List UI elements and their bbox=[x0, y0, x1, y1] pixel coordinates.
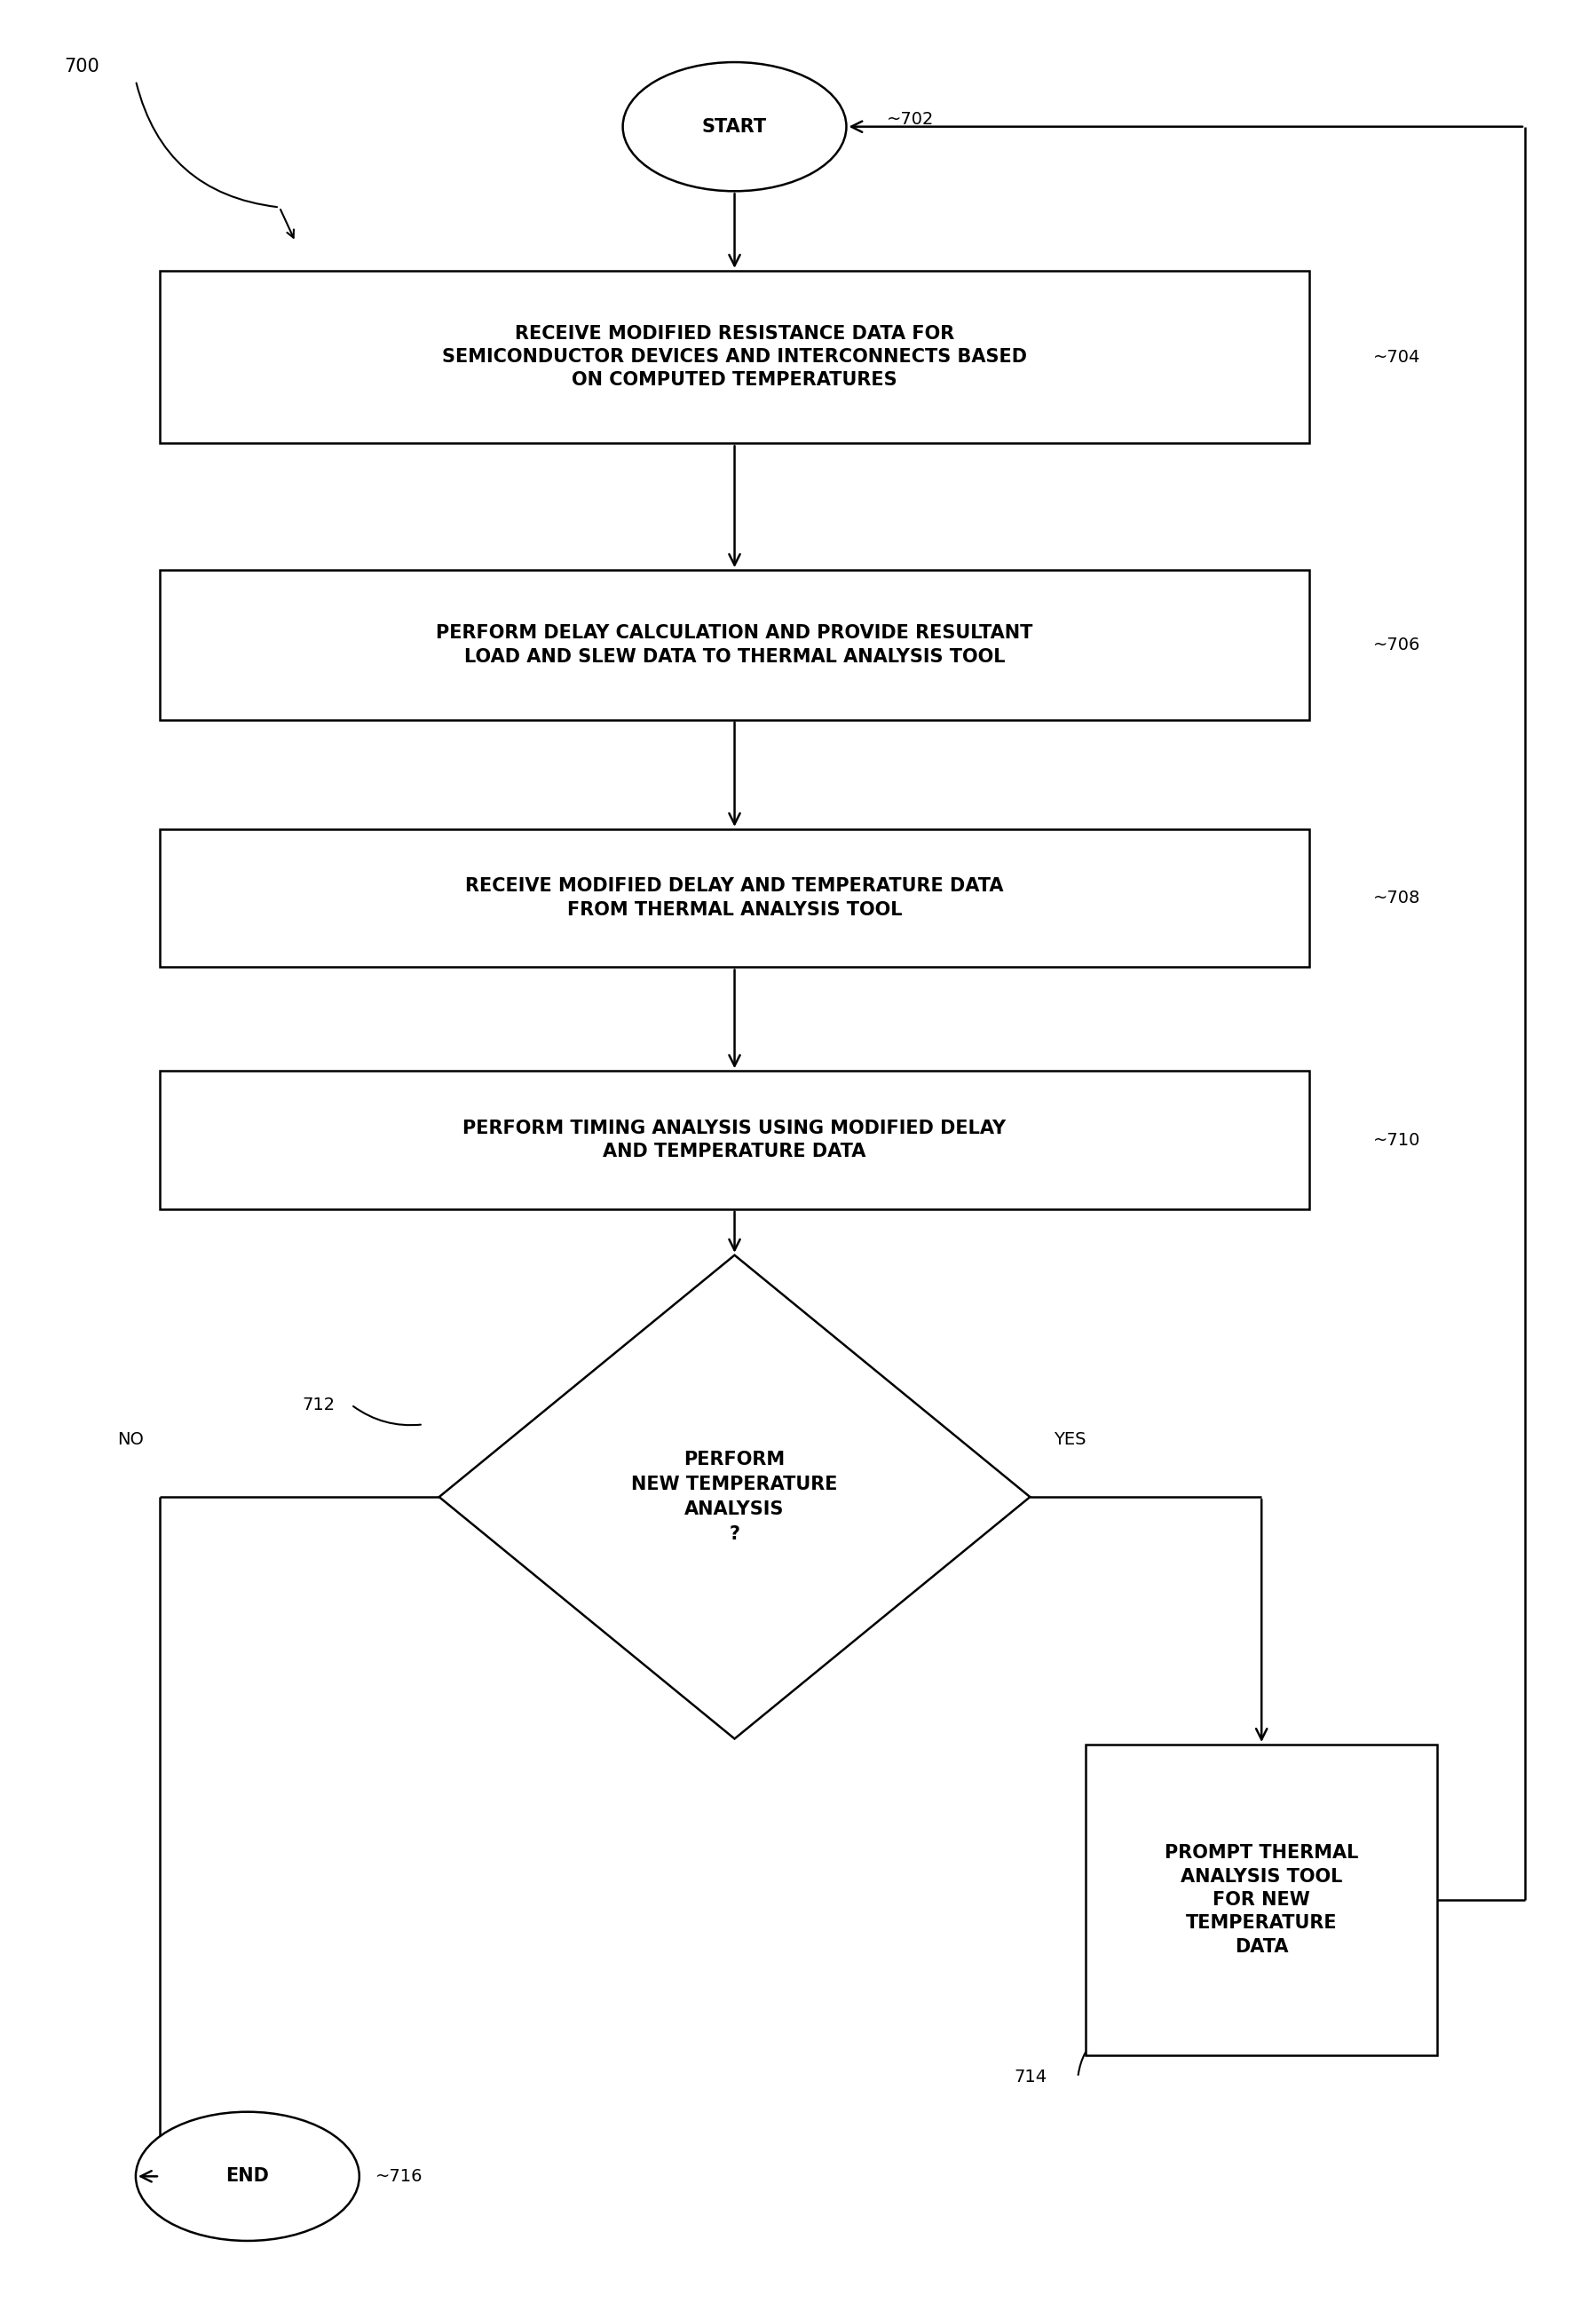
Ellipse shape bbox=[136, 2112, 359, 2241]
Text: 714: 714 bbox=[1013, 2068, 1047, 2087]
Text: ~716: ~716 bbox=[375, 2167, 423, 2186]
Ellipse shape bbox=[622, 62, 846, 191]
Text: PERFORM
NEW TEMPERATURE
ANALYSIS
?: PERFORM NEW TEMPERATURE ANALYSIS ? bbox=[630, 1451, 838, 1543]
Text: 700: 700 bbox=[64, 58, 99, 76]
Text: NO: NO bbox=[117, 1430, 144, 1449]
Bar bbox=[160, 272, 1309, 442]
Text: END: END bbox=[225, 2167, 270, 2186]
Text: YES: YES bbox=[1053, 1430, 1085, 1449]
Text: 712: 712 bbox=[302, 1396, 335, 1414]
Text: ~708: ~708 bbox=[1373, 889, 1420, 907]
Text: PERFORM TIMING ANALYSIS USING MODIFIED DELAY
AND TEMPERATURE DATA: PERFORM TIMING ANALYSIS USING MODIFIED D… bbox=[463, 1119, 1005, 1161]
Text: ~702: ~702 bbox=[886, 111, 934, 129]
FancyArrowPatch shape bbox=[1077, 2034, 1100, 2075]
Text: ~710: ~710 bbox=[1373, 1131, 1420, 1149]
Text: ~704: ~704 bbox=[1373, 348, 1420, 366]
Bar bbox=[160, 1071, 1309, 1209]
Text: START: START bbox=[702, 117, 766, 136]
Text: RECEIVE MODIFIED RESISTANCE DATA FOR
SEMICONDUCTOR DEVICES AND INTERCONNECTS BAS: RECEIVE MODIFIED RESISTANCE DATA FOR SEM… bbox=[442, 325, 1026, 389]
Text: ~706: ~706 bbox=[1373, 636, 1420, 654]
Bar bbox=[160, 829, 1309, 967]
FancyArrowPatch shape bbox=[136, 83, 276, 207]
Text: RECEIVE MODIFIED DELAY AND TEMPERATURE DATA
FROM THERMAL ANALYSIS TOOL: RECEIVE MODIFIED DELAY AND TEMPERATURE D… bbox=[464, 877, 1004, 919]
Polygon shape bbox=[439, 1255, 1029, 1739]
Text: PERFORM DELAY CALCULATION AND PROVIDE RESULTANT
LOAD AND SLEW DATA TO THERMAL AN: PERFORM DELAY CALCULATION AND PROVIDE RE… bbox=[436, 624, 1033, 666]
Text: PROMPT THERMAL
ANALYSIS TOOL
FOR NEW
TEMPERATURE
DATA: PROMPT THERMAL ANALYSIS TOOL FOR NEW TEM… bbox=[1163, 1845, 1358, 1955]
Bar bbox=[160, 571, 1309, 719]
Bar bbox=[1085, 1746, 1436, 2057]
FancyArrowPatch shape bbox=[353, 1407, 420, 1426]
